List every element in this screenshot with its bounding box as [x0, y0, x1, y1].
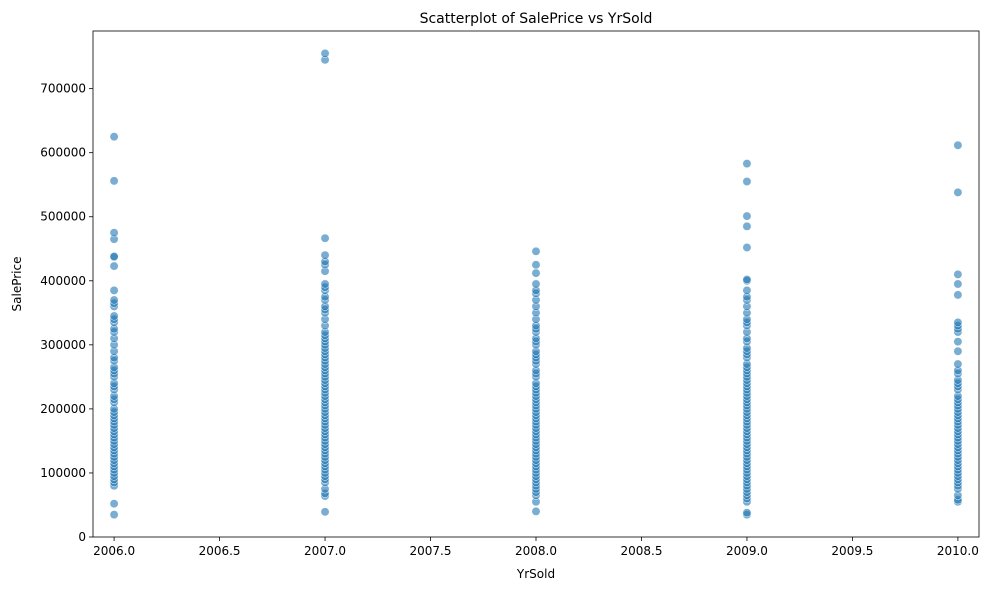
data-point — [109, 176, 119, 186]
y-tick-label: 200000 — [40, 402, 86, 416]
data-point — [953, 269, 963, 279]
data-point — [531, 268, 541, 278]
y-tick-label: 600000 — [40, 146, 86, 160]
x-tick-label: 2006.0 — [93, 544, 135, 558]
data-point — [742, 243, 752, 252]
data-point — [953, 359, 963, 369]
x-tick-label: 2009.0 — [726, 544, 768, 558]
data-point — [109, 228, 119, 238]
x-axis-label: YrSold — [516, 567, 555, 581]
y-tick-label: 300000 — [40, 338, 86, 352]
data-point — [109, 285, 119, 295]
data-point — [742, 285, 752, 295]
y-tick-label: 0 — [78, 530, 86, 544]
x-tick-label: 2009.5 — [831, 544, 873, 558]
y-tick-label: 100000 — [40, 466, 86, 480]
data-point — [320, 279, 330, 289]
data-point — [953, 290, 963, 300]
data-point — [953, 317, 963, 327]
data-point — [320, 48, 330, 58]
y-axis-ticks: 0 100000 200000 300000 400000 500000 600000 700… — [40, 82, 93, 544]
data-point — [742, 221, 752, 231]
y-axis-label: SalePrice — [10, 257, 24, 312]
data-point — [109, 252, 119, 261]
x-tick-label: 2008.0 — [515, 544, 557, 558]
x-tick-label: 2006.5 — [199, 544, 241, 558]
y-tick-label: 500000 — [40, 210, 86, 224]
data-point — [109, 261, 119, 271]
data-points — [109, 48, 963, 520]
data-point — [531, 279, 541, 289]
data-point — [742, 508, 752, 518]
data-point — [953, 337, 963, 347]
data-point — [320, 507, 330, 517]
data-point — [109, 295, 119, 305]
x-tick-label: 2008.5 — [620, 544, 662, 558]
data-point — [742, 177, 752, 186]
y-tick-label: 700000 — [40, 82, 86, 96]
chart-title: Scatterplot of SalePrice vs YrSold — [420, 11, 653, 27]
data-point — [742, 275, 752, 284]
y-tick-label: 400000 — [40, 274, 86, 288]
x-axis-ticks: 2006.0 2006.5 2007.0 2007.5 2008.0 2008.5 2009… — [93, 537, 979, 558]
plot-frame — [92, 30, 980, 538]
data-point — [109, 132, 119, 142]
data-point — [320, 233, 330, 243]
data-point — [109, 311, 119, 321]
data-point — [109, 510, 119, 520]
data-point — [742, 211, 752, 221]
x-tick-label: 2007.0 — [304, 544, 346, 558]
x-tick-label: 2007.5 — [410, 544, 452, 558]
data-point — [531, 260, 541, 270]
x-tick-label: 2010.0 — [937, 544, 979, 558]
data-point — [320, 250, 330, 260]
data-point — [953, 140, 963, 150]
data-point — [953, 346, 963, 356]
data-point — [953, 187, 963, 197]
data-point — [953, 279, 963, 289]
data-point — [531, 506, 541, 516]
data-point — [109, 499, 119, 509]
data-point — [742, 159, 752, 169]
data-point — [531, 246, 541, 256]
